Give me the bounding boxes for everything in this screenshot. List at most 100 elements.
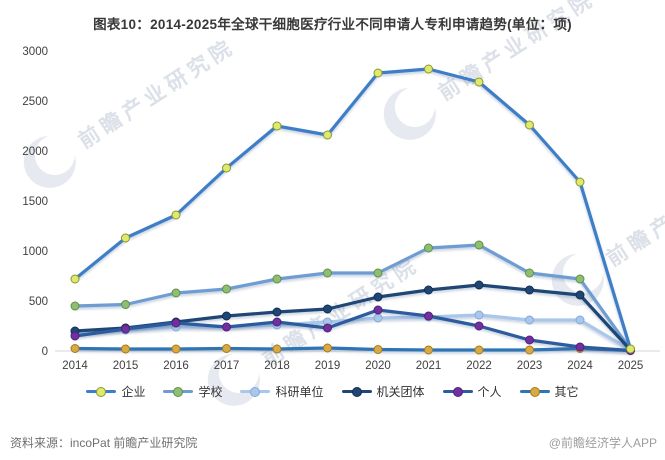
data-point-marker-enterprise	[70, 274, 80, 284]
legend-dot-icon	[529, 386, 540, 397]
legend-item-research-institute: 科研单位	[240, 383, 324, 400]
data-point-marker-school	[272, 274, 282, 284]
data-point-marker-government-organization	[222, 311, 231, 321]
legend-label: 学校	[198, 385, 223, 399]
data-point-marker-enterprise	[272, 121, 282, 131]
legend: 企业 学校 科研单位 机关团体 个人 其它	[0, 383, 665, 400]
x-tick-label: 2017	[214, 360, 240, 372]
x-tick-label: 2023	[517, 360, 543, 372]
data-point-marker-enterprise	[171, 210, 181, 220]
data-point-marker-government-organization	[424, 285, 433, 295]
legend-label: 企业	[121, 385, 146, 399]
data-point-marker-enterprise	[121, 233, 130, 243]
data-point-marker-enterprise	[373, 68, 383, 78]
legend-line-marker-icon	[240, 386, 271, 397]
data-point-marker-research-institute	[525, 315, 534, 325]
legend-label: 机关团体	[376, 385, 425, 399]
y-tick-label: 1500	[22, 196, 48, 208]
data-point-marker-school	[121, 300, 130, 309]
data-point-marker-individual	[323, 323, 332, 333]
chart-title: 图表10：2014-2025年全球干细胞医疗行业不同申请人专利申请趋势(单位：项…	[93, 17, 572, 32]
data-point-marker-other	[323, 343, 332, 353]
x-tick-label: 2018	[264, 360, 290, 372]
legend-line-marker-icon	[442, 386, 473, 397]
data-point-marker-individual	[474, 321, 484, 331]
y-tick-label: 2000	[22, 146, 48, 158]
data-point-marker-other	[222, 344, 231, 353]
data-point-marker-individual	[575, 342, 585, 352]
data-point-marker-other	[525, 345, 534, 355]
data-point-marker-other	[474, 345, 484, 355]
data-point-marker-research-institute	[575, 315, 585, 325]
y-tick-label: 3000	[22, 46, 48, 58]
y-tick-label: 0	[42, 346, 48, 358]
legend-label: 其它	[554, 385, 579, 399]
x-tick-label: 2014	[62, 360, 88, 372]
data-point-marker-other	[70, 344, 80, 353]
data-point-marker-enterprise	[474, 77, 484, 87]
data-point-marker-government-organization	[272, 307, 282, 317]
data-point-marker-government-organization	[525, 285, 534, 295]
data-point-marker-school	[323, 268, 332, 278]
credit-note: @前瞻经济学人APP	[548, 436, 657, 450]
data-point-marker-enterprise	[575, 177, 585, 187]
legend-dot-icon	[250, 386, 261, 397]
legend-dot-icon	[351, 386, 362, 397]
data-point-marker-school	[373, 268, 383, 278]
data-point-marker-research-institute	[474, 310, 484, 320]
legend-item-enterprise: 企业	[86, 383, 145, 400]
data-point-marker-individual	[121, 324, 130, 334]
series-line-other	[73, 346, 633, 353]
data-point-marker-individual	[70, 331, 80, 341]
legend-dot-icon	[173, 386, 184, 397]
source-note: 资料来源：incoPat 前瞻产业研究院	[10, 436, 198, 450]
data-point-marker-school	[424, 243, 433, 253]
x-tick-label: 2020	[365, 360, 391, 372]
data-point-marker-government-organization	[575, 290, 585, 300]
data-point-marker-other	[373, 345, 383, 354]
data-point-marker-school	[171, 288, 181, 298]
data-point-marker-individual	[373, 305, 383, 315]
legend-label: 科研单位	[275, 385, 324, 399]
data-point-marker-individual	[222, 322, 231, 332]
y-tick-label: 2500	[22, 96, 48, 108]
data-point-marker-enterprise	[626, 344, 635, 354]
x-tick-label: 2022	[466, 360, 492, 372]
data-point-marker-school	[474, 240, 484, 250]
x-tick-label: 2016	[163, 360, 189, 372]
line-chart-svg: 0 500 1000 1500 2000 2500 3000 2014 2015 2016 2017…	[22, 46, 660, 372]
data-point-marker-individual	[525, 335, 534, 345]
data-point-marker-enterprise	[323, 130, 332, 140]
data-point-marker-individual	[424, 311, 433, 321]
data-point-marker-school	[525, 268, 534, 278]
data-point-marker-school	[575, 274, 585, 284]
data-point-marker-government-organization	[323, 304, 332, 314]
data-point-marker-enterprise	[424, 64, 433, 74]
series-line-individual	[73, 308, 633, 353]
legend-label: 个人	[477, 385, 502, 399]
legend-item-school: 学校	[163, 383, 222, 400]
x-tick-label: 2021	[416, 360, 442, 372]
data-point-marker-government-organization	[373, 292, 383, 302]
legend-item-government-organization: 机关团体	[341, 383, 425, 400]
data-point-marker-other	[272, 344, 282, 354]
data-point-marker-other	[121, 344, 130, 354]
legend-dot-icon	[96, 386, 107, 397]
footer: 资料来源：incoPat 前瞻产业研究院 @前瞻经济学人APP	[10, 434, 657, 451]
x-tick-label: 2024	[567, 360, 593, 372]
x-tick-label: 2019	[315, 360, 341, 372]
x-tick-label: 2025	[618, 360, 644, 372]
data-point-marker-individual	[272, 317, 282, 327]
legend-line-marker-icon	[86, 386, 117, 397]
series-line-enterprise	[73, 67, 633, 351]
y-tick-label: 1000	[22, 246, 48, 258]
legend-line-marker-icon	[519, 386, 550, 397]
data-point-marker-enterprise	[525, 120, 534, 130]
data-point-marker-research-institute	[373, 313, 383, 323]
y-tick-label: 500	[29, 296, 48, 308]
data-point-marker-school	[222, 284, 231, 294]
data-point-marker-school	[70, 301, 80, 311]
series-line-school	[73, 243, 633, 352]
data-point-marker-other	[424, 345, 433, 355]
legend-dot-icon	[452, 386, 463, 397]
